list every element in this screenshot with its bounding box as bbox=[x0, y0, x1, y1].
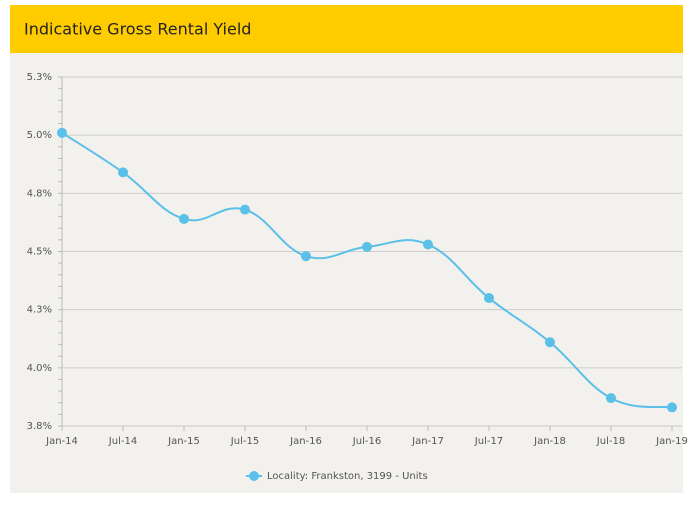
x-tick-label: Jan-14 bbox=[45, 436, 78, 447]
x-tick-label: Jan-16 bbox=[289, 436, 322, 447]
x-tick-label: Jul-18 bbox=[596, 436, 625, 447]
point bbox=[362, 241, 372, 252]
point bbox=[240, 204, 250, 215]
y-tick-label: 5.0% bbox=[27, 130, 52, 141]
y-tick-label: 4.0% bbox=[27, 363, 52, 374]
point bbox=[667, 402, 677, 413]
point bbox=[423, 239, 433, 250]
x-tick-label: Jul-15 bbox=[230, 436, 259, 447]
x-tick-label: Jan-19 bbox=[655, 436, 688, 447]
y-tick-label: 4.5% bbox=[27, 247, 52, 258]
chart-title: Indicative Gross Rental Yield bbox=[24, 20, 251, 39]
point bbox=[606, 393, 616, 404]
x-tick-label: Jul-14 bbox=[108, 436, 137, 447]
point bbox=[484, 293, 494, 304]
x-tick-label: Jan-18 bbox=[533, 436, 566, 447]
point bbox=[57, 127, 67, 138]
y-tick-label: 4.3% bbox=[27, 305, 52, 316]
point bbox=[301, 251, 311, 262]
y-tick-label: 4.8% bbox=[27, 188, 52, 199]
x-tick-label: Jan-17 bbox=[411, 436, 444, 447]
point bbox=[545, 337, 555, 348]
y-tick-label: 3.8% bbox=[27, 421, 52, 432]
panel bbox=[10, 5, 683, 493]
x-tick-label: Jan-15 bbox=[167, 436, 200, 447]
legend-marker bbox=[249, 471, 259, 481]
x-tick-label: Jul-16 bbox=[352, 436, 381, 447]
point bbox=[118, 167, 128, 178]
legend-label: Locality: Frankston, 3199 - Units bbox=[267, 471, 428, 482]
y-tick-label: 5.3% bbox=[27, 72, 52, 83]
x-tick-label: Jul-17 bbox=[474, 436, 503, 447]
header bbox=[10, 5, 683, 53]
point bbox=[179, 213, 189, 224]
